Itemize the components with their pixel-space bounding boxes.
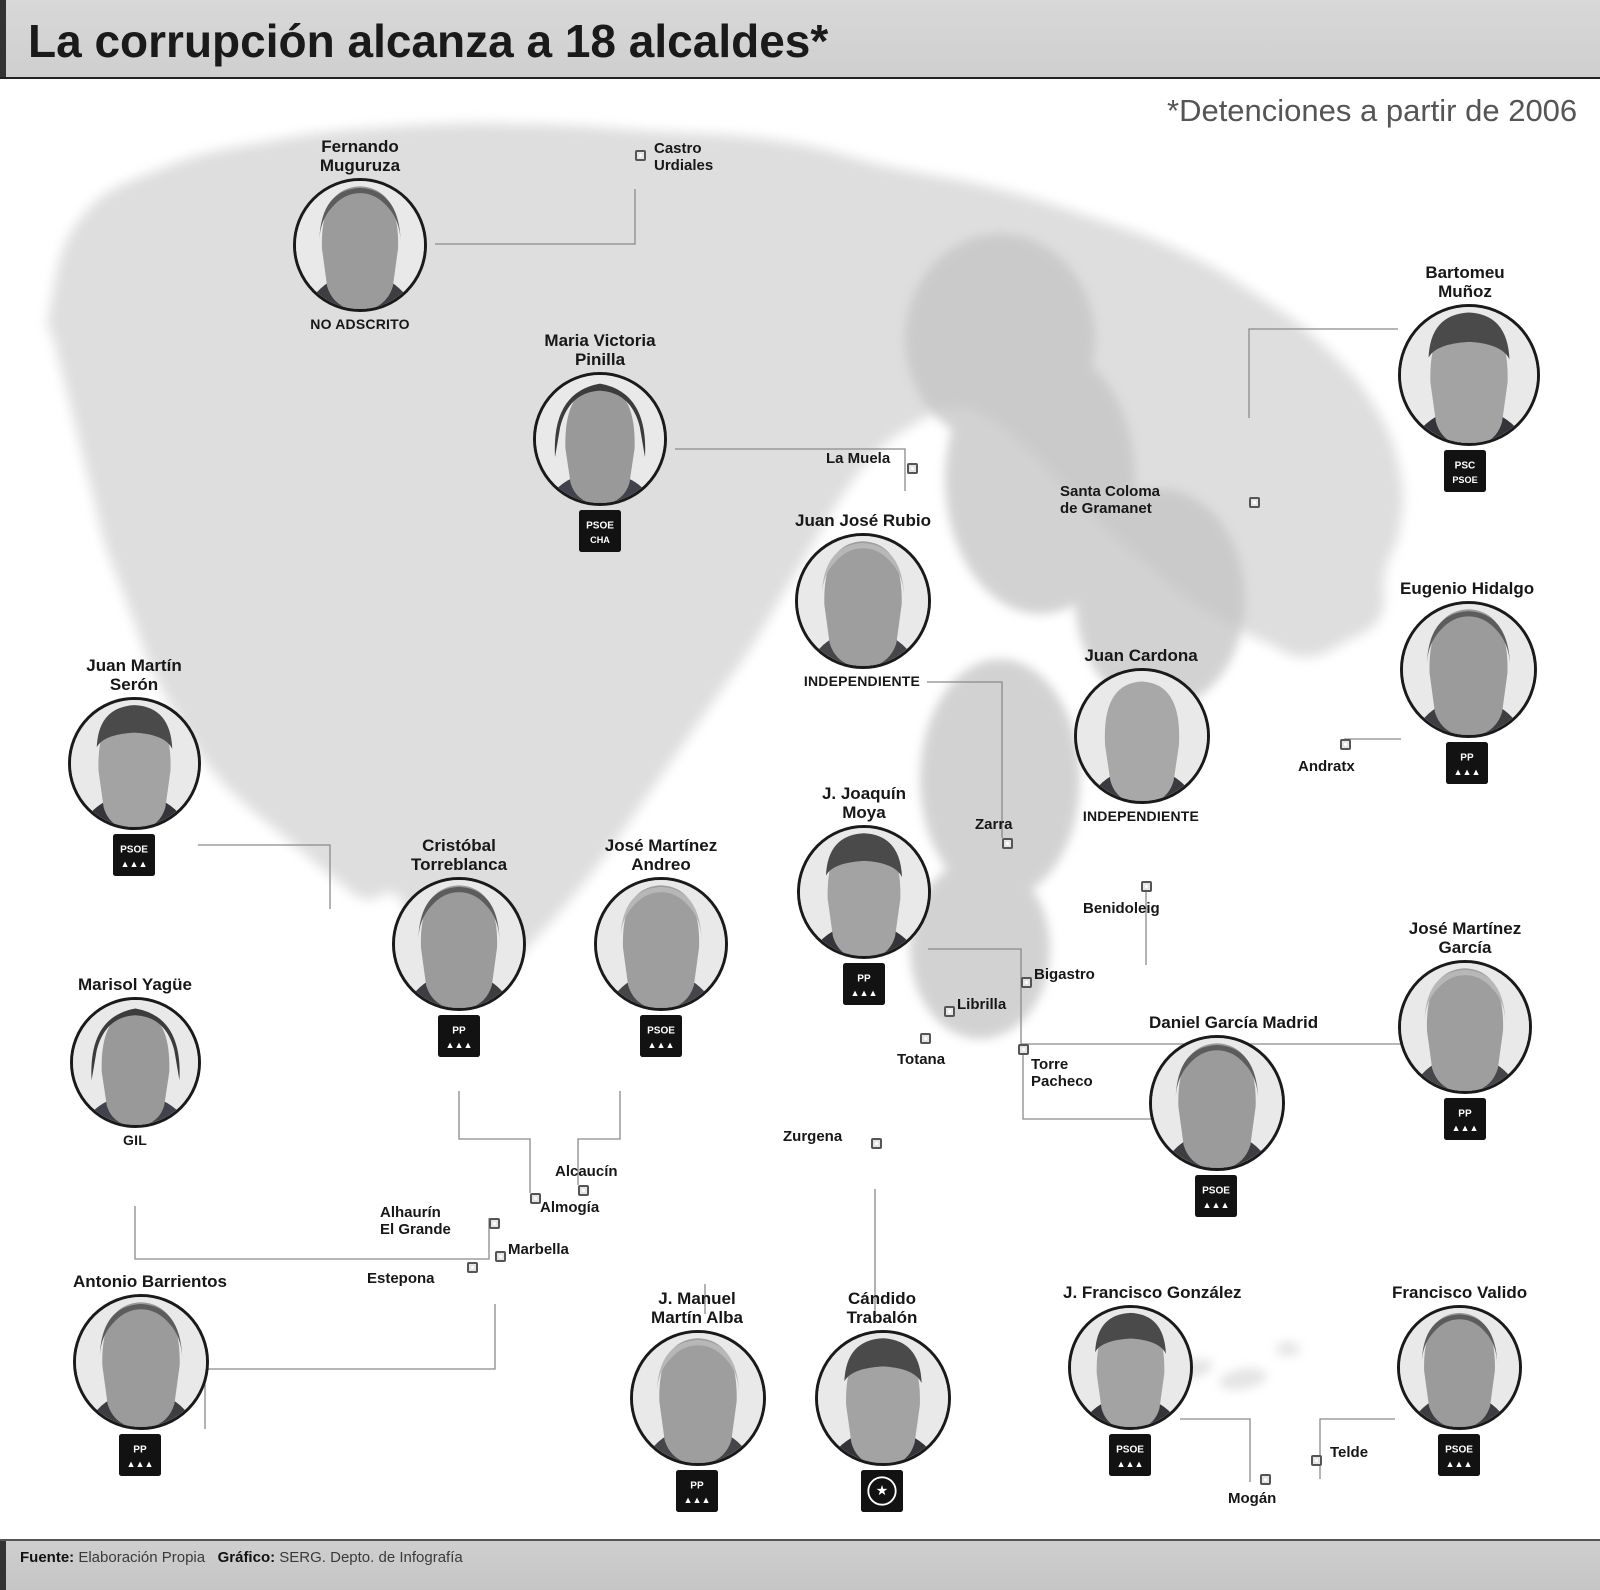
- svg-text:PSOE: PSOE: [1452, 475, 1477, 485]
- svg-text:▲▲▲: ▲▲▲: [445, 1040, 472, 1050]
- svg-text:▲▲▲: ▲▲▲: [1445, 1459, 1472, 1469]
- svg-text:PP: PP: [1460, 752, 1474, 763]
- svg-text:▲▲▲: ▲▲▲: [1451, 1123, 1478, 1133]
- svg-text:▲▲▲: ▲▲▲: [647, 1040, 674, 1050]
- svg-text:PP: PP: [690, 1480, 704, 1491]
- svg-text:PP: PP: [857, 973, 871, 984]
- svg-text:CHA: CHA: [590, 535, 610, 545]
- svg-text:▲▲▲: ▲▲▲: [126, 1459, 153, 1469]
- svg-text:PP: PP: [133, 1444, 147, 1455]
- svg-text:PP: PP: [1458, 1108, 1472, 1119]
- svg-text:PP: PP: [452, 1025, 466, 1036]
- svg-text:PSOE: PSOE: [1445, 1444, 1473, 1455]
- svg-text:PSOE: PSOE: [1116, 1444, 1144, 1455]
- svg-text:▲▲▲: ▲▲▲: [1453, 767, 1480, 777]
- svg-text:▲▲▲: ▲▲▲: [850, 988, 877, 998]
- svg-text:★: ★: [877, 1484, 888, 1498]
- svg-text:PSOE: PSOE: [586, 520, 614, 531]
- svg-text:▲▲▲: ▲▲▲: [1116, 1459, 1143, 1469]
- svg-text:▲▲▲: ▲▲▲: [683, 1495, 710, 1505]
- svg-text:PSOE: PSOE: [647, 1025, 675, 1036]
- svg-text:PSOE: PSOE: [1202, 1185, 1230, 1196]
- svg-text:PSOE: PSOE: [120, 844, 148, 855]
- svg-text:▲▲▲: ▲▲▲: [1202, 1200, 1229, 1210]
- svg-text:▲▲▲: ▲▲▲: [120, 859, 147, 869]
- svg-text:PSC: PSC: [1455, 460, 1476, 471]
